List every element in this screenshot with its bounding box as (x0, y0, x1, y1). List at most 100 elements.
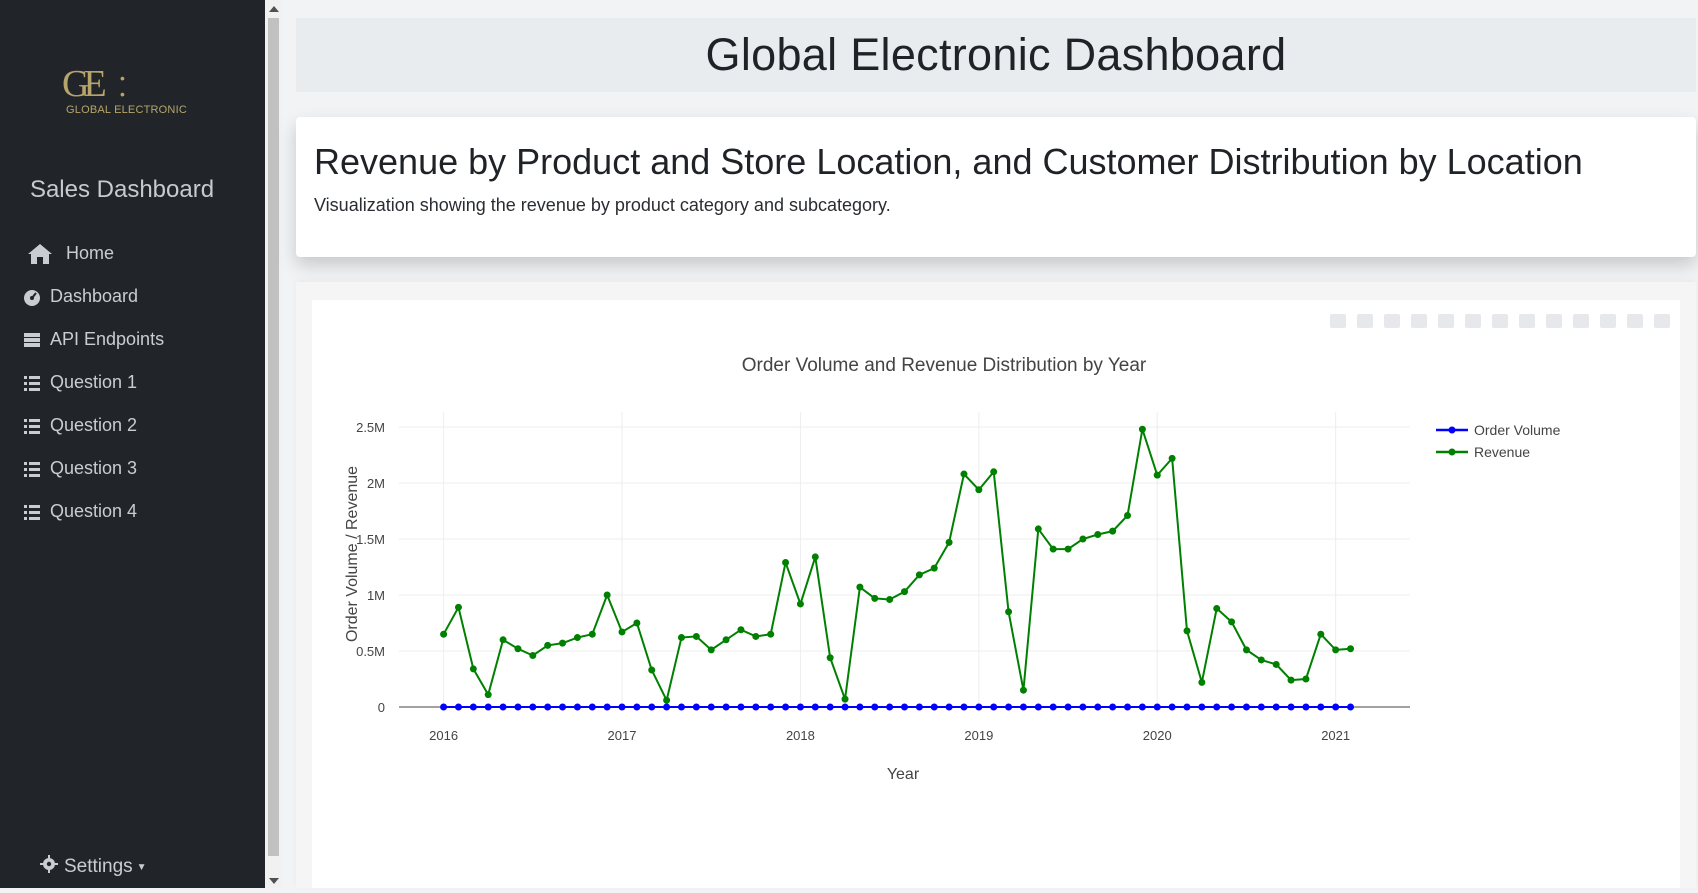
data-point[interactable] (1064, 545, 1072, 553)
data-point[interactable] (737, 626, 745, 634)
data-point[interactable] (856, 583, 864, 591)
data-point[interactable] (975, 486, 983, 494)
chart-legend[interactable]: Order Volume Revenue (1436, 422, 1561, 460)
data-point[interactable] (886, 703, 894, 711)
data-point[interactable] (633, 703, 641, 711)
data-point[interactable] (1019, 703, 1027, 711)
data-point[interactable] (1272, 660, 1280, 668)
scroll-down-arrow-icon[interactable] (269, 878, 279, 884)
data-point[interactable] (663, 696, 671, 704)
data-point[interactable] (930, 703, 938, 711)
plotly-logo-icon[interactable] (1654, 314, 1670, 328)
data-point[interactable] (1168, 703, 1176, 711)
scrollbar-thumb[interactable] (268, 18, 279, 856)
data-point[interactable] (648, 703, 656, 711)
data-point[interactable] (796, 703, 804, 711)
data-point[interactable] (841, 703, 849, 711)
data-point[interactable] (871, 703, 879, 711)
data-point[interactable] (707, 703, 715, 711)
series-line-revenue[interactable] (442, 428, 1351, 704)
data-point[interactable] (871, 594, 879, 602)
data-point[interactable] (811, 553, 819, 561)
data-point[interactable] (499, 636, 507, 644)
data-point[interactable] (960, 703, 968, 711)
data-point[interactable] (767, 630, 775, 638)
data-point[interactable] (1302, 703, 1310, 711)
data-point[interactable] (588, 630, 596, 638)
data-point[interactable] (1049, 545, 1057, 553)
hover-closest-icon[interactable] (1600, 314, 1616, 328)
settings-dropdown[interactable]: Settings ▼ (40, 855, 147, 879)
data-point[interactable] (901, 588, 908, 596)
sidebar-item-api-endpoints[interactable]: API Endpoints (22, 318, 164, 361)
data-point[interactable] (1317, 630, 1325, 638)
data-point[interactable] (782, 559, 790, 567)
data-point[interactable] (499, 703, 507, 711)
data-point[interactable] (1034, 703, 1042, 711)
data-point[interactable] (930, 564, 938, 572)
data-point[interactable] (990, 703, 998, 711)
data-point[interactable] (469, 665, 477, 673)
data-point[interactable] (1228, 703, 1236, 711)
data-point[interactable] (975, 703, 983, 711)
data-point[interactable] (1153, 703, 1161, 711)
data-point[interactable] (454, 603, 462, 611)
legend-item-label[interactable]: Order Volume (1474, 422, 1561, 438)
data-point[interactable] (1213, 703, 1221, 711)
data-point[interactable] (529, 651, 537, 659)
lasso-select-icon[interactable] (1438, 314, 1454, 328)
data-point[interactable] (945, 703, 953, 711)
data-point[interactable] (1272, 703, 1280, 711)
data-point[interactable] (826, 703, 834, 711)
data-point[interactable] (1079, 535, 1087, 543)
data-point[interactable] (1183, 703, 1191, 711)
data-point[interactable] (573, 703, 581, 711)
data-point[interactable] (960, 470, 968, 478)
zoom-out-icon[interactable] (1492, 314, 1508, 328)
sidebar-item-dashboard[interactable]: Dashboard (22, 275, 164, 318)
data-point[interactable] (677, 634, 685, 642)
data-point[interactable] (544, 703, 552, 711)
sidebar-item-question-2[interactable]: Question 2 (22, 404, 164, 447)
data-point[interactable] (663, 703, 671, 711)
sidebar-item-question-3[interactable]: Question 3 (22, 447, 164, 490)
data-point[interactable] (796, 600, 804, 608)
data-point[interactable] (1228, 618, 1236, 626)
data-point[interactable] (454, 703, 462, 711)
data-point[interactable] (722, 636, 730, 644)
data-point[interactable] (1138, 703, 1146, 711)
data-point[interactable] (1019, 686, 1027, 694)
data-point[interactable] (692, 632, 700, 640)
data-point[interactable] (915, 571, 923, 579)
data-point[interactable] (544, 641, 552, 649)
data-point[interactable] (1257, 703, 1265, 711)
data-point[interactable] (1168, 454, 1176, 462)
data-point[interactable] (1138, 425, 1146, 433)
sidebar-item-question-4[interactable]: Question 4 (22, 490, 164, 533)
data-point[interactable] (603, 591, 611, 599)
legend-item-label[interactable]: Revenue (1474, 444, 1530, 460)
data-point[interactable] (1198, 678, 1206, 686)
zoom-in-icon[interactable] (1465, 314, 1481, 328)
data-point[interactable] (1094, 531, 1102, 539)
data-point[interactable] (1109, 703, 1117, 711)
data-point[interactable] (990, 468, 998, 476)
data-point[interactable] (529, 703, 537, 711)
data-point[interactable] (1109, 527, 1117, 535)
data-point[interactable] (692, 703, 700, 711)
data-point[interactable] (559, 703, 567, 711)
data-point[interactable] (514, 645, 522, 653)
data-point[interactable] (484, 703, 492, 711)
chart-modebar[interactable] (1330, 314, 1670, 328)
data-point[interactable] (603, 703, 611, 711)
data-point[interactable] (707, 646, 715, 654)
reset-axes-icon[interactable] (1546, 314, 1562, 328)
data-point[interactable] (1153, 471, 1161, 479)
data-point[interactable] (915, 703, 923, 711)
data-point[interactable] (1183, 627, 1191, 635)
sidebar-item-question-1[interactable]: Question 1 (22, 361, 164, 404)
data-point[interactable] (752, 703, 760, 711)
data-point[interactable] (886, 595, 894, 603)
data-point[interactable] (1347, 703, 1355, 711)
data-point[interactable] (945, 538, 953, 546)
